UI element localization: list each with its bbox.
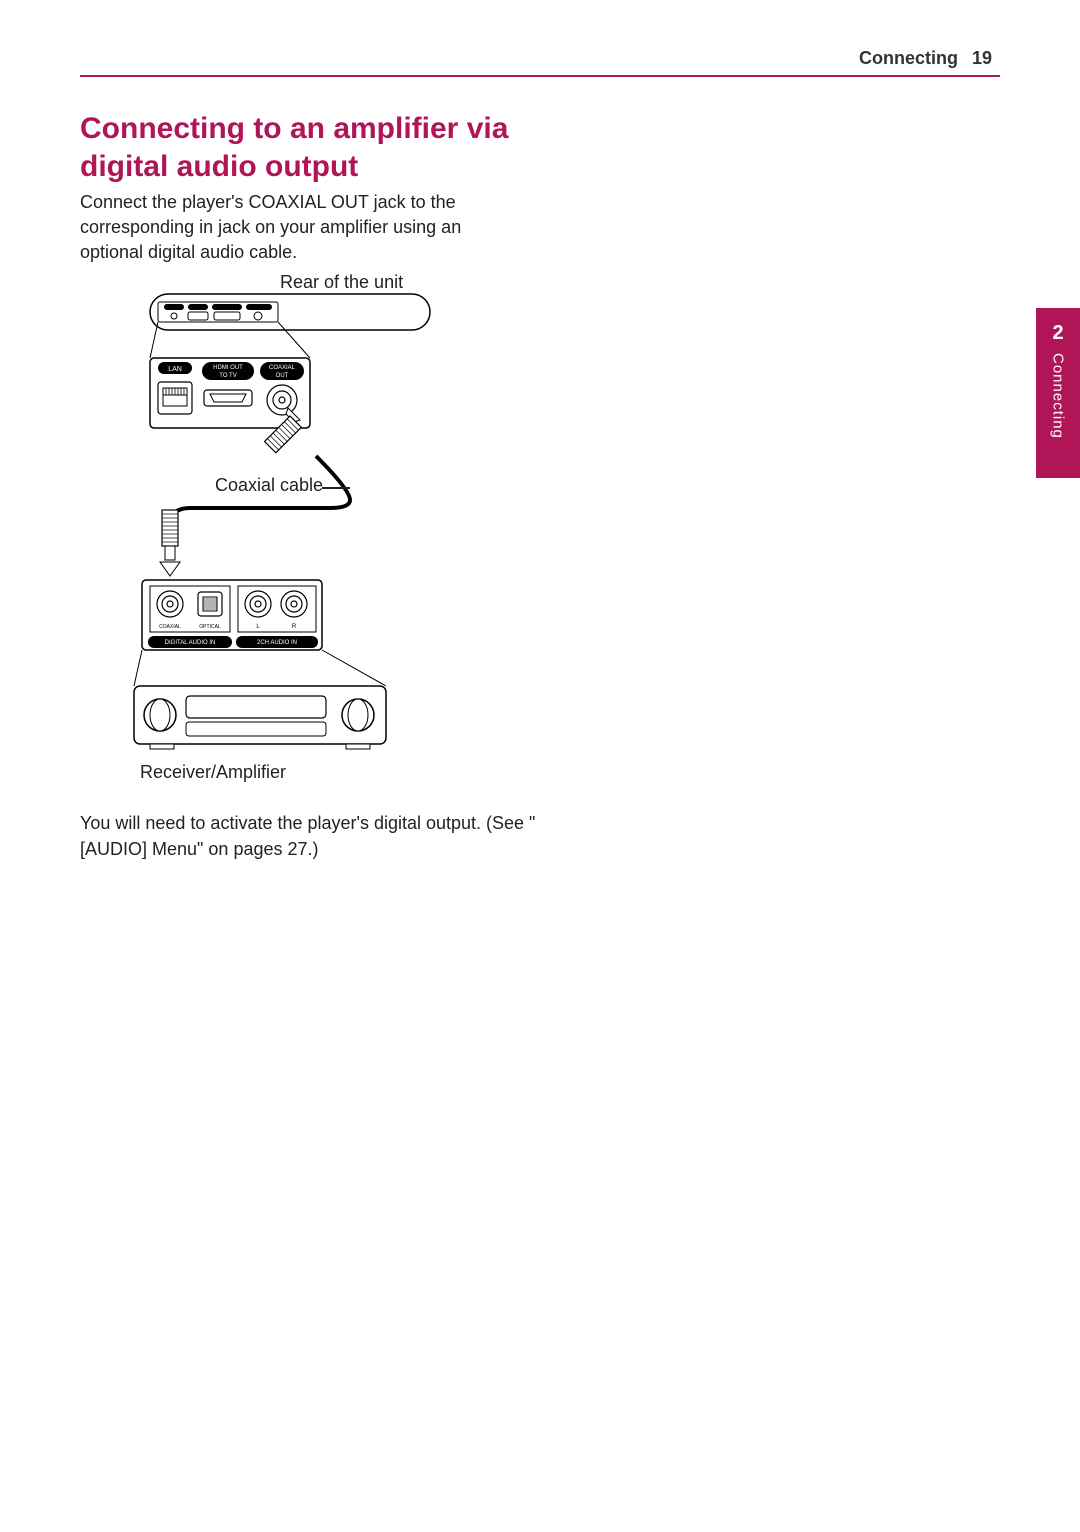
header-section: Connecting — [859, 48, 958, 68]
coax-plug-bottom-icon — [160, 510, 180, 576]
amp-coaxial-label: COAXIAL — [159, 624, 181, 630]
enlarged-port-panel-icon: LAN HDMI OUT TO TV COAXIAL OUT — [150, 358, 310, 428]
amp-optical-label: OPTICAL — [199, 624, 221, 630]
amp-digital-in-label: DIGITAL AUDIO IN — [165, 640, 216, 646]
header-text: Connecting 19 — [859, 48, 992, 69]
amp-input-panel-icon: COAXIAL OPTICAL L R DIGITAL AUDIO IN 2CH… — [134, 580, 386, 686]
header-page-number: 19 — [972, 48, 992, 68]
section-title: Connecting to an amplifier via digital a… — [80, 110, 540, 185]
chapter-side-tab: 2 Connecting — [1036, 308, 1080, 478]
chapter-name: Connecting — [1050, 353, 1067, 439]
header-rule — [80, 75, 1000, 77]
coax-label-line2: OUT — [276, 373, 289, 379]
hdmi-label-line1: HDMI OUT — [213, 365, 243, 371]
coax-label-line1: COAXIAL — [269, 365, 296, 371]
amp-2ch-in-label: 2CH AUDIO IN — [257, 640, 297, 646]
receiver-amplifier-icon — [134, 686, 386, 749]
hdmi-label-line2: TO TV — [219, 373, 236, 379]
chapter-number: 2 — [1052, 322, 1063, 345]
lan-label: LAN — [168, 366, 182, 373]
connection-diagram: LAN HDMI OUT TO TV COAXIAL OUT — [130, 290, 450, 750]
coaxial-cable-icon — [170, 456, 350, 542]
coaxial-cable-label: Coaxial cable — [215, 475, 323, 496]
amplifier-caption: Receiver/Amplifier — [140, 762, 286, 783]
coaxial-cable-leader-line — [322, 487, 350, 489]
player-rear-icon — [150, 294, 430, 358]
outro-paragraph: You will need to activate the player's d… — [80, 810, 560, 862]
amp-r-label: R — [292, 624, 297, 630]
intro-paragraph: Connect the player's COAXIAL OUT jack to… — [80, 190, 520, 266]
